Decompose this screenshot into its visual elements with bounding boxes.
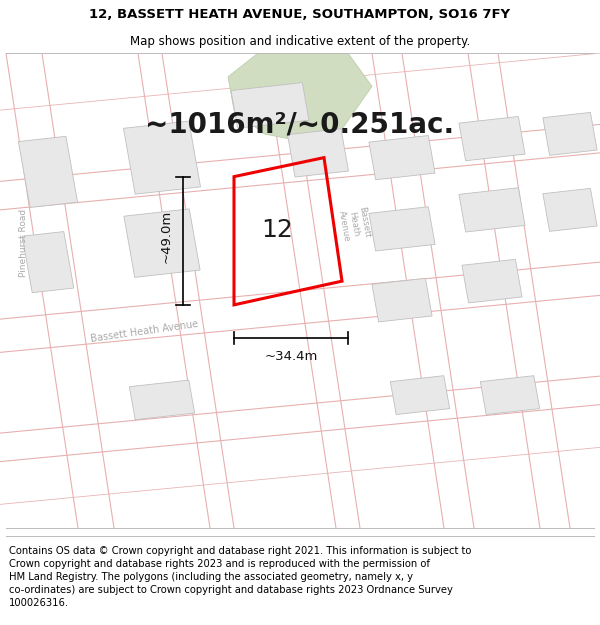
Polygon shape [372, 278, 432, 322]
Polygon shape [228, 53, 372, 143]
Text: Pinehurst Road: Pinehurst Road [19, 209, 29, 278]
Text: Contains OS data © Crown copyright and database right 2021. This information is : Contains OS data © Crown copyright and d… [9, 546, 472, 608]
Polygon shape [287, 129, 349, 177]
Text: ~1016m²/~0.251ac.: ~1016m²/~0.251ac. [145, 111, 455, 138]
Text: ~49.0m: ~49.0m [159, 209, 172, 262]
Text: Bassett
Heath
Avenue: Bassett Heath Avenue [337, 206, 371, 242]
Polygon shape [462, 259, 522, 303]
Polygon shape [459, 116, 525, 161]
Polygon shape [231, 82, 309, 128]
Polygon shape [124, 209, 200, 278]
Text: ~34.4m: ~34.4m [265, 350, 317, 363]
Polygon shape [124, 121, 200, 194]
Polygon shape [130, 380, 194, 419]
Polygon shape [22, 232, 74, 292]
Polygon shape [391, 376, 449, 414]
Polygon shape [543, 188, 597, 231]
Text: Map shows position and indicative extent of the property.: Map shows position and indicative extent… [130, 35, 470, 48]
Polygon shape [19, 136, 77, 208]
Polygon shape [369, 136, 435, 180]
Text: Bassett Heath Avenue: Bassett Heath Avenue [90, 319, 199, 344]
Text: 12: 12 [262, 218, 293, 242]
Polygon shape [481, 376, 539, 414]
Polygon shape [369, 207, 435, 251]
Polygon shape [543, 112, 597, 156]
Text: 12, BASSETT HEATH AVENUE, SOUTHAMPTON, SO16 7FY: 12, BASSETT HEATH AVENUE, SOUTHAMPTON, S… [89, 8, 511, 21]
Polygon shape [459, 188, 525, 232]
